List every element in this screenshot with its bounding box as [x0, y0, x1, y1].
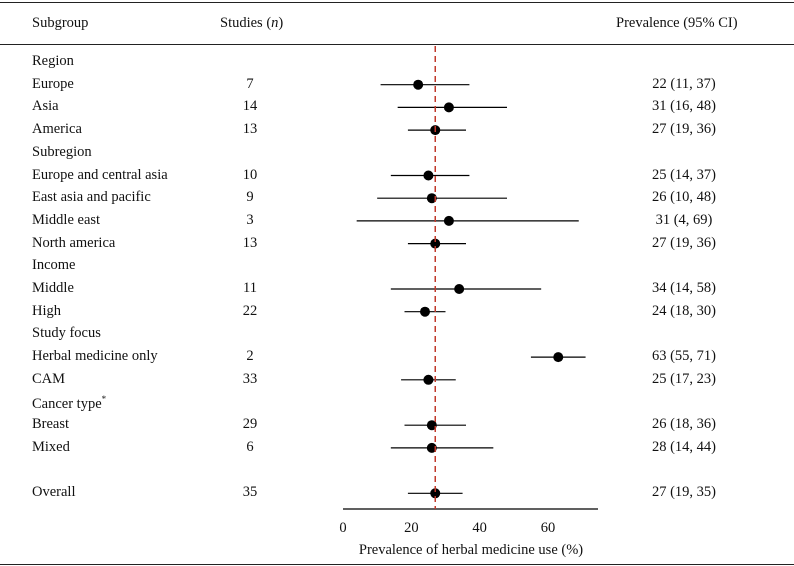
row-label: North america: [32, 234, 116, 251]
row-studies-count: 11: [243, 280, 257, 296]
row-prevalence-ci: 31 (4, 69): [655, 211, 713, 228]
row-prevalence-ci: 27 (19, 35): [651, 484, 717, 501]
x-axis-label: Prevalence of herbal medicine use (%): [359, 542, 583, 558]
group-label: Subregion: [32, 143, 92, 160]
x-tick-label: 60: [541, 520, 556, 536]
row-label: Asia: [32, 98, 59, 115]
point-estimate: [454, 284, 465, 294]
row-label: Europe and central asia: [32, 166, 168, 183]
row-prevalence-ci: 25 (17, 23): [651, 370, 717, 387]
x-tick-label: 0: [339, 520, 346, 536]
row-label: America: [32, 121, 82, 138]
point-estimate: [553, 352, 564, 363]
group-label: Cancer type*: [32, 393, 107, 412]
point-estimate: [443, 215, 454, 226]
row-studies-count: 10: [242, 166, 258, 183]
row-label: Herbal medicine only: [32, 348, 158, 365]
header-subgroup: Subgroup: [32, 15, 89, 31]
footnote-marker: *: [101, 393, 107, 404]
point-estimate: [413, 79, 424, 90]
row-prevalence-ci: 34 (14, 58): [651, 280, 717, 296]
header-rule: [0, 44, 794, 45]
group-label: Study focus: [32, 325, 101, 342]
row-label: CAM: [32, 370, 66, 387]
row-studies-count: 13: [242, 121, 258, 138]
row-label: Breast: [32, 416, 70, 433]
row-prevalence-ci: 26 (10, 48): [651, 189, 717, 206]
row-studies-count: 35: [242, 484, 258, 501]
row-studies-count: 13: [242, 234, 258, 251]
point-estimate: [443, 102, 454, 113]
header-studies-label: Studies (: [220, 15, 272, 31]
row-label: East asia and pacific: [32, 189, 151, 206]
row-label: High: [32, 302, 61, 319]
row-studies-count: 7: [246, 75, 254, 92]
row-studies-count: 14: [242, 98, 258, 115]
row-prevalence-ci: 22 (11, 37): [652, 75, 716, 92]
row-label: Europe: [32, 75, 74, 92]
header-prevalence: Prevalence (95% CI): [616, 15, 738, 31]
row-prevalence-ci: 28 (14, 44): [651, 438, 717, 455]
header-studies-n: n: [271, 15, 279, 31]
point-estimate: [426, 420, 437, 431]
row-label: Middle: [32, 280, 74, 296]
bottom-rule: [0, 564, 794, 565]
row-studies-count: 33: [242, 370, 258, 387]
row-prevalence-ci: 27 (19, 36): [651, 234, 717, 251]
point-estimate: [426, 193, 437, 204]
row-studies-count: 6: [246, 438, 254, 455]
row-studies-count: 3: [246, 211, 254, 228]
row-prevalence-ci: 24 (18, 30): [651, 302, 717, 319]
row-label: Middle east: [32, 211, 101, 228]
row-studies-count: 29: [242, 416, 258, 433]
point-estimate: [423, 374, 434, 385]
row-prevalence-ci: 26 (18, 36): [651, 416, 717, 433]
top-rule: [0, 2, 794, 3]
row-prevalence-ci: 63 (55, 71): [651, 348, 717, 365]
row-studies-count: 9: [246, 189, 254, 206]
point-estimate: [423, 170, 434, 181]
point-estimate: [430, 238, 441, 249]
point-estimate: [420, 306, 430, 317]
row-prevalence-ci: 25 (14, 37): [651, 166, 717, 183]
point-estimate: [430, 488, 441, 499]
row-studies-count: 22: [242, 302, 258, 319]
row-studies-count: 2: [246, 348, 254, 365]
row-prevalence-ci: 31 (16, 48): [651, 98, 717, 115]
header-studies-close: ): [278, 15, 284, 31]
row-label: Overall: [32, 484, 76, 501]
group-label: Region: [32, 53, 74, 69]
x-tick-label: 40: [472, 520, 487, 536]
row-label: Mixed: [32, 438, 70, 455]
group-label: Income: [32, 257, 76, 274]
row-prevalence-ci: 27 (19, 36): [651, 121, 717, 138]
header-studies: Studies (n): [220, 15, 283, 32]
x-tick-label: 20: [404, 520, 419, 536]
point-estimate: [426, 442, 437, 453]
